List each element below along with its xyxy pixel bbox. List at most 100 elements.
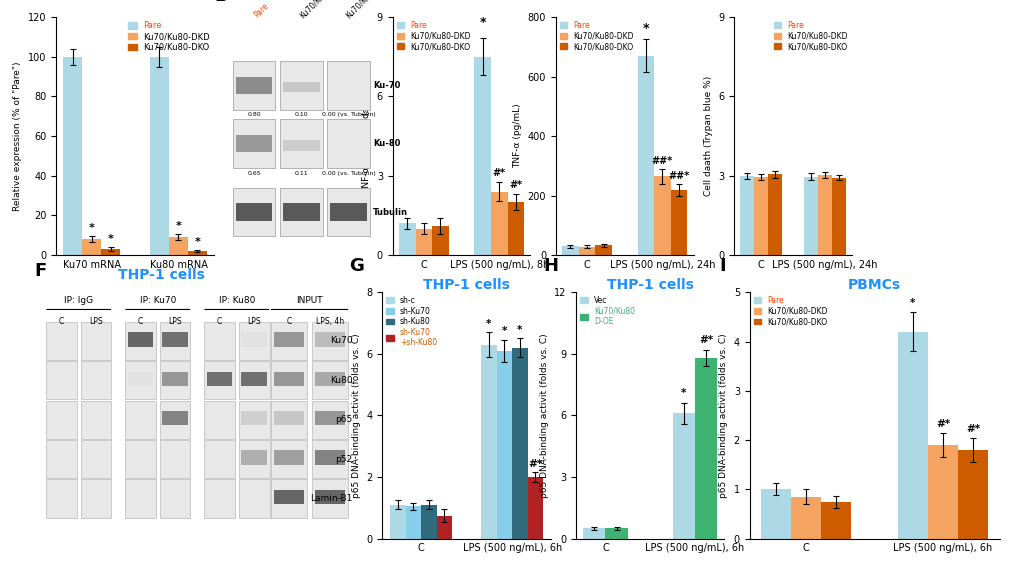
Text: G: G [348,257,364,275]
Bar [415,229,432,255]
FancyBboxPatch shape [162,332,187,347]
Bar [507,202,524,255]
FancyBboxPatch shape [127,332,153,347]
FancyBboxPatch shape [315,371,345,386]
Bar [169,237,187,255]
FancyBboxPatch shape [238,401,269,439]
Text: *: * [175,221,181,231]
FancyBboxPatch shape [327,61,370,110]
Bar [512,348,527,539]
Bar [63,57,83,255]
Text: 0.11: 0.11 [294,171,308,175]
FancyBboxPatch shape [46,401,76,439]
FancyBboxPatch shape [232,61,275,110]
FancyBboxPatch shape [273,371,304,386]
Bar [753,177,767,255]
FancyBboxPatch shape [271,480,307,517]
Bar [490,191,507,255]
Text: p65: p65 [334,415,352,424]
Legend: Vec, Ku70/Ku80
D-OE: Vec, Ku70/Ku80 D-OE [580,296,634,326]
Bar [760,489,791,539]
FancyBboxPatch shape [232,120,275,168]
Text: Ku80: Ku80 [329,376,352,385]
Text: INPUT: INPUT [296,296,323,304]
Bar [496,351,512,539]
Bar [83,239,101,255]
Text: 0.00 (vs. Tubulin): 0.00 (vs. Tubulin) [322,171,375,175]
Text: Ku70: Ku70 [329,336,352,346]
FancyBboxPatch shape [81,440,111,478]
Text: IP: IgG: IP: IgG [64,296,93,304]
Text: C: C [286,317,291,326]
Bar [637,56,653,255]
FancyBboxPatch shape [160,440,191,478]
FancyBboxPatch shape [315,450,345,465]
Text: *: * [486,319,491,328]
Text: Ku-80: Ku-80 [373,139,400,148]
Text: C: C [138,317,143,326]
FancyBboxPatch shape [242,332,267,347]
FancyBboxPatch shape [81,401,111,439]
FancyBboxPatch shape [235,77,272,94]
Bar [436,516,451,539]
FancyBboxPatch shape [81,322,111,360]
FancyBboxPatch shape [312,401,347,439]
Bar [832,178,846,255]
FancyBboxPatch shape [242,371,267,386]
FancyBboxPatch shape [315,490,345,504]
FancyBboxPatch shape [283,140,320,151]
Bar [767,174,782,255]
Text: Ku70/Ku80-DKD: Ku70/Ku80-DKD [299,0,347,19]
FancyBboxPatch shape [160,361,191,399]
FancyBboxPatch shape [204,361,234,399]
FancyBboxPatch shape [162,411,187,426]
Text: F: F [35,262,47,280]
FancyBboxPatch shape [207,371,232,386]
FancyBboxPatch shape [273,450,304,465]
Title: PBMCs: PBMCs [847,278,901,292]
FancyBboxPatch shape [125,440,156,478]
Text: 0.80: 0.80 [247,112,261,117]
Text: LPS, 4h: LPS, 4h [316,317,343,326]
Bar [820,502,851,539]
Bar [187,251,207,255]
FancyBboxPatch shape [242,411,267,426]
Text: I: I [719,257,726,275]
Y-axis label: Cell daath (Trypan blue %): Cell daath (Trypan blue %) [703,76,712,196]
FancyBboxPatch shape [204,401,234,439]
Bar [595,245,611,255]
Bar [653,176,671,255]
Text: IP: Ku70: IP: Ku70 [140,296,176,304]
Bar [927,445,957,539]
Bar [672,413,694,539]
Text: *: * [89,223,95,233]
Bar [694,358,716,539]
Bar [578,246,595,255]
Text: LPS: LPS [90,317,103,326]
Text: B: B [214,0,227,5]
FancyBboxPatch shape [46,440,76,478]
FancyBboxPatch shape [125,480,156,517]
Text: *: * [108,234,114,245]
Y-axis label: Relative expression (% of "Pare"): Relative expression (% of "Pare") [13,61,22,211]
FancyBboxPatch shape [273,411,304,426]
FancyBboxPatch shape [204,480,234,517]
Bar [583,528,605,539]
Text: #*: #* [528,459,542,469]
FancyBboxPatch shape [238,480,269,517]
Bar [561,246,578,255]
Text: *: * [681,388,686,398]
FancyBboxPatch shape [235,203,272,221]
Text: *: * [517,325,522,335]
FancyBboxPatch shape [204,440,234,478]
FancyBboxPatch shape [242,450,267,465]
Y-axis label: TNF-α (pg/mL): TNF-α (pg/mL) [513,104,522,168]
Text: ##*: ##* [651,156,673,166]
Text: *: * [195,237,200,247]
FancyBboxPatch shape [327,188,370,236]
Bar [791,497,820,539]
FancyBboxPatch shape [235,135,272,152]
Legend: Pare, Ku70/Ku80-DKD, Ku70/Ku80-DKO: Pare, Ku70/Ku80-DKD, Ku70/Ku80-DKO [753,296,827,326]
Text: #*: #* [935,419,950,429]
FancyBboxPatch shape [238,322,269,360]
